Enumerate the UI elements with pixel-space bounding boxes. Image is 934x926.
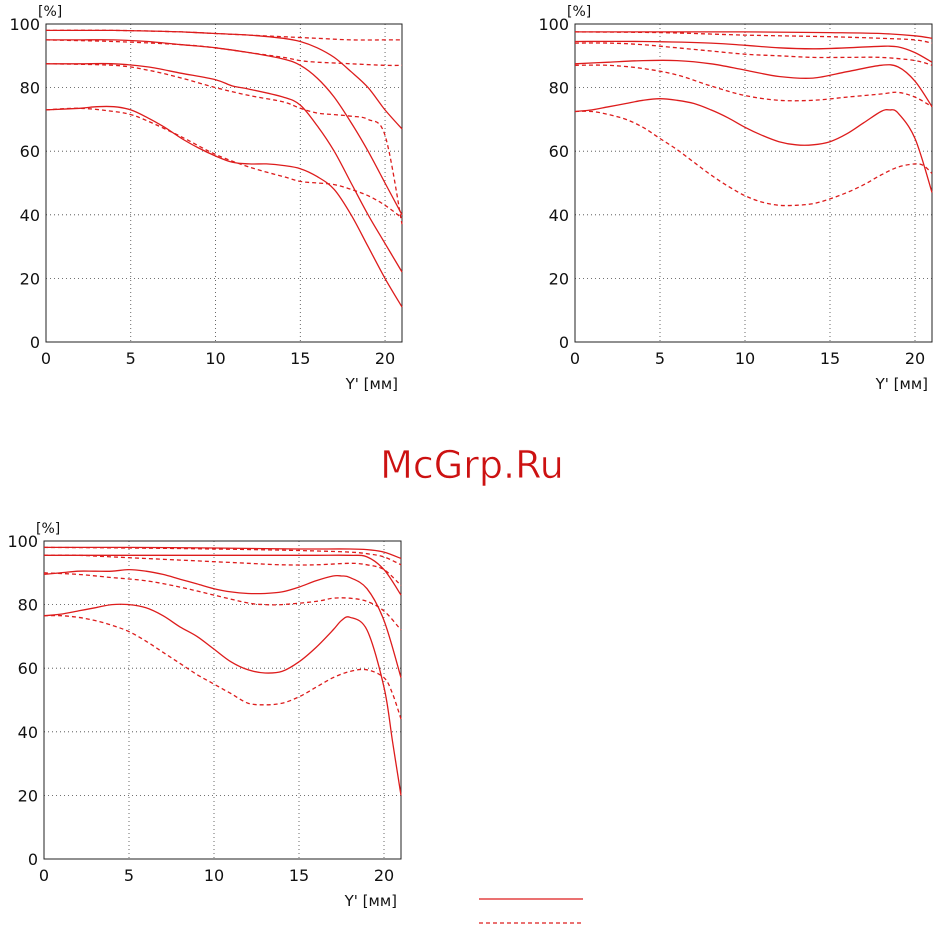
chart-0-series-1-dashed-line	[45, 29, 402, 41]
chart-0-x-tick-label: 20	[375, 349, 395, 368]
chart-0-series-2-solid-line	[45, 39, 403, 216]
legend	[479, 898, 583, 924]
chart-2-y-unit-label: [%]	[36, 521, 60, 537]
chart-1-y-tick-label: 40	[549, 206, 569, 225]
chart-0-y-tick-label: 80	[20, 79, 40, 98]
chart-1-y-tick-label: 0	[559, 333, 569, 352]
mtf-chart-bottom-left: 0 20 40 60 80 100 0 5 10 15 20 [%] Y' [мм]	[7, 521, 402, 910]
chart-1-plot-frame	[574, 23, 933, 343]
chart-2-series-7-dashed-line	[43, 614, 402, 720]
chart-2-y-tick-label: 40	[18, 723, 38, 742]
chart-1-series-3-dashed-line	[574, 42, 933, 66]
chart-1-y-tick-label: 60	[549, 142, 569, 161]
chart-0-y-unit-label: [%]	[38, 4, 62, 20]
chart-2-series-1-dashed-line	[43, 546, 402, 566]
chart-1-x-tick-label: 20	[905, 349, 925, 368]
chart-1-series-0-solid-line	[575, 31, 933, 39]
chart-1-y-unit-label: [%]	[567, 4, 591, 20]
chart-1-series-2-solid-line	[574, 40, 933, 63]
chart-2-series-6-solid-line	[43, 603, 402, 796]
chart-2-series-5-dashed-line	[43, 572, 402, 631]
mtf-chart-top-right: 0 20 40 60 80 100 0 5 10 15 20 [%] Y' [мм]	[538, 4, 933, 393]
chart-2-x-axis-label: Y' [мм]	[344, 892, 397, 910]
chart-1-series-6-solid-line	[574, 98, 933, 193]
chart-0-y-tick-label: 60	[20, 142, 40, 161]
chart-0-series-6-solid-line	[45, 105, 403, 308]
chart-1-x-tick-label: 0	[570, 349, 580, 368]
chart-1-series-4-solid-line	[574, 59, 933, 108]
chart-0-series-0-solid-line	[46, 29, 403, 130]
chart-1-x-tick-label: 10	[735, 349, 755, 368]
mtf-chart-top-left: 0 20 40 60 80 100 0 5 10 15 20 [%] Y' [мм]	[9, 4, 403, 393]
chart-2-y-tick-label: 100	[7, 532, 38, 551]
chart-2-x-tick-label: 10	[204, 866, 224, 885]
chart-0-y-tick-label: 0	[30, 333, 40, 352]
chart-2-series-2-solid-line	[43, 554, 402, 596]
chart-0-x-tick-label: 0	[41, 349, 51, 368]
chart-0-series-4-solid-line	[45, 62, 403, 273]
chart-0-y-tick-label: 20	[20, 269, 40, 288]
chart-2-series-3-dashed-line	[43, 554, 402, 586]
chart-2-series-4-solid-line	[43, 568, 402, 678]
chart-2-y-tick-label: 20	[18, 786, 38, 805]
chart-1-x-axis-label: Y' [мм]	[875, 375, 928, 393]
chart-2-y-tick-label: 60	[18, 659, 38, 678]
chart-0-series-3-dashed-line	[45, 39, 403, 67]
chart-0-y-tick-label: 100	[9, 15, 40, 34]
chart-1-y-tick-label: 80	[549, 79, 569, 98]
chart-1-series-1-dashed-line	[574, 31, 933, 44]
chart-2-x-tick-label: 20	[374, 866, 394, 885]
chart-1-series-7-dashed-line	[574, 110, 933, 207]
chart-0-x-axis-label: Y' [мм]	[345, 375, 398, 393]
chart-2-x-tick-label: 0	[39, 866, 49, 885]
chart-0-series-5-dashed-line	[45, 63, 403, 225]
chart-2-y-tick-label: 80	[18, 596, 38, 615]
chart-0-series-7-dashed-line	[45, 107, 403, 219]
chart-0-x-tick-label: 15	[290, 349, 310, 368]
chart-1-x-tick-label: 15	[820, 349, 840, 368]
chart-0-plot-frame	[45, 23, 403, 343]
chart-2-plot-frame	[43, 540, 402, 860]
chart-1-y-tick-label: 20	[549, 269, 569, 288]
chart-1-y-tick-label: 100	[538, 15, 569, 34]
watermark-text: McGrp.Ru	[380, 443, 564, 487]
chart-0-y-tick-label: 40	[20, 206, 40, 225]
chart-2-y-tick-label: 0	[28, 850, 38, 869]
chart-2-x-tick-label: 15	[289, 866, 309, 885]
chart-0-x-tick-label: 10	[205, 349, 225, 368]
chart-1-x-tick-label: 5	[655, 349, 665, 368]
chart-0-x-tick-label: 5	[126, 349, 136, 368]
chart-2-x-tick-label: 5	[124, 866, 134, 885]
